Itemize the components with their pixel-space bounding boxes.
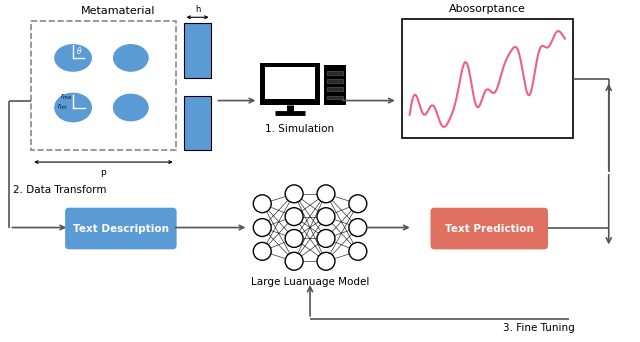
Bar bbox=[327, 79, 343, 83]
Circle shape bbox=[285, 185, 303, 203]
Bar bbox=[260, 63, 320, 105]
Circle shape bbox=[349, 195, 367, 213]
Bar bbox=[327, 96, 343, 98]
Circle shape bbox=[349, 242, 367, 260]
Ellipse shape bbox=[113, 44, 148, 72]
Text: 3. Fine Tuning: 3. Fine Tuning bbox=[503, 323, 575, 333]
Text: Text Prediction: Text Prediction bbox=[445, 224, 534, 234]
Bar bbox=[184, 96, 211, 150]
Circle shape bbox=[285, 229, 303, 247]
Text: Text Description: Text Description bbox=[73, 224, 169, 234]
Circle shape bbox=[317, 185, 335, 203]
Bar bbox=[324, 65, 346, 105]
Bar bbox=[327, 71, 343, 75]
FancyBboxPatch shape bbox=[65, 208, 177, 249]
Text: h: h bbox=[195, 5, 200, 14]
Bar bbox=[327, 87, 343, 91]
Ellipse shape bbox=[54, 44, 92, 72]
Circle shape bbox=[317, 208, 335, 226]
Text: Abosorptance: Abosorptance bbox=[449, 4, 525, 14]
Circle shape bbox=[253, 219, 271, 236]
Circle shape bbox=[317, 229, 335, 247]
Ellipse shape bbox=[54, 93, 92, 122]
FancyBboxPatch shape bbox=[431, 208, 548, 249]
Bar bbox=[265, 67, 315, 98]
Text: Metamaterial: Metamaterial bbox=[81, 6, 156, 16]
Circle shape bbox=[253, 242, 271, 260]
Text: $r_{mi}$: $r_{mi}$ bbox=[57, 102, 68, 112]
Bar bbox=[184, 23, 211, 78]
Circle shape bbox=[285, 252, 303, 270]
Text: $\theta$: $\theta$ bbox=[76, 45, 83, 56]
Circle shape bbox=[349, 219, 367, 236]
Circle shape bbox=[317, 252, 335, 270]
Bar bbox=[402, 19, 573, 138]
Ellipse shape bbox=[113, 94, 148, 121]
Text: p: p bbox=[100, 168, 106, 177]
Text: Large Luanuage Model: Large Luanuage Model bbox=[251, 277, 369, 287]
Text: 1. Simulation: 1. Simulation bbox=[264, 124, 333, 134]
Text: $r_{ma}$: $r_{ma}$ bbox=[60, 92, 72, 102]
Bar bbox=[31, 21, 175, 150]
Circle shape bbox=[285, 208, 303, 226]
Circle shape bbox=[253, 195, 271, 213]
Text: 2. Data Transform: 2. Data Transform bbox=[13, 185, 107, 195]
